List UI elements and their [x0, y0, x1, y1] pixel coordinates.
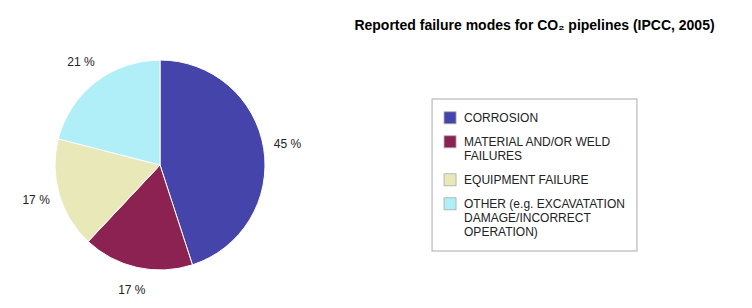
data-label: 17 % [118, 283, 146, 297]
title: Reported failure modes for CO₂ pipelines… [354, 17, 714, 33]
pie [55, 60, 265, 270]
legend-label: EQUIPMENT FAILURE [464, 173, 588, 187]
data-label: 45 % [274, 137, 302, 151]
legend-label: OTHER (e.g. EXCAVATATIONDAMAGE/INCORRECT… [464, 197, 625, 239]
data-labels: 45 % 17 % 17 % 21 % [22, 55, 301, 297]
legend-label: MATERIAL AND/OR WELDFAILURES [464, 135, 610, 163]
data-label: 17 % [22, 193, 50, 207]
legend-frame [432, 99, 637, 251]
legend-item: MATERIAL AND/OR WELDFAILURES [444, 135, 610, 163]
chart: 45 % 17 % 17 % 21 % Reported failure modes f… [0, 0, 752, 308]
legend-swatch [444, 112, 456, 124]
legend-item: EQUIPMENT FAILURE [444, 173, 588, 187]
legend-swatch [444, 174, 456, 186]
legend-label: CORROSION [464, 111, 538, 125]
legend-item: OTHER (e.g. EXCAVATATIONDAMAGE/INCORRECT… [444, 197, 625, 239]
legend: CORROSION MATERIAL AND/OR WELDFAILURES EQU… [432, 99, 637, 251]
legend-swatch [444, 136, 456, 148]
legend-items: CORROSION MATERIAL AND/OR WELDFAILURES EQU… [444, 111, 625, 239]
pie-slice [58, 60, 160, 165]
data-label: 21 % [67, 55, 95, 69]
legend-item: CORROSION [444, 111, 538, 125]
legend-swatch [444, 198, 456, 210]
